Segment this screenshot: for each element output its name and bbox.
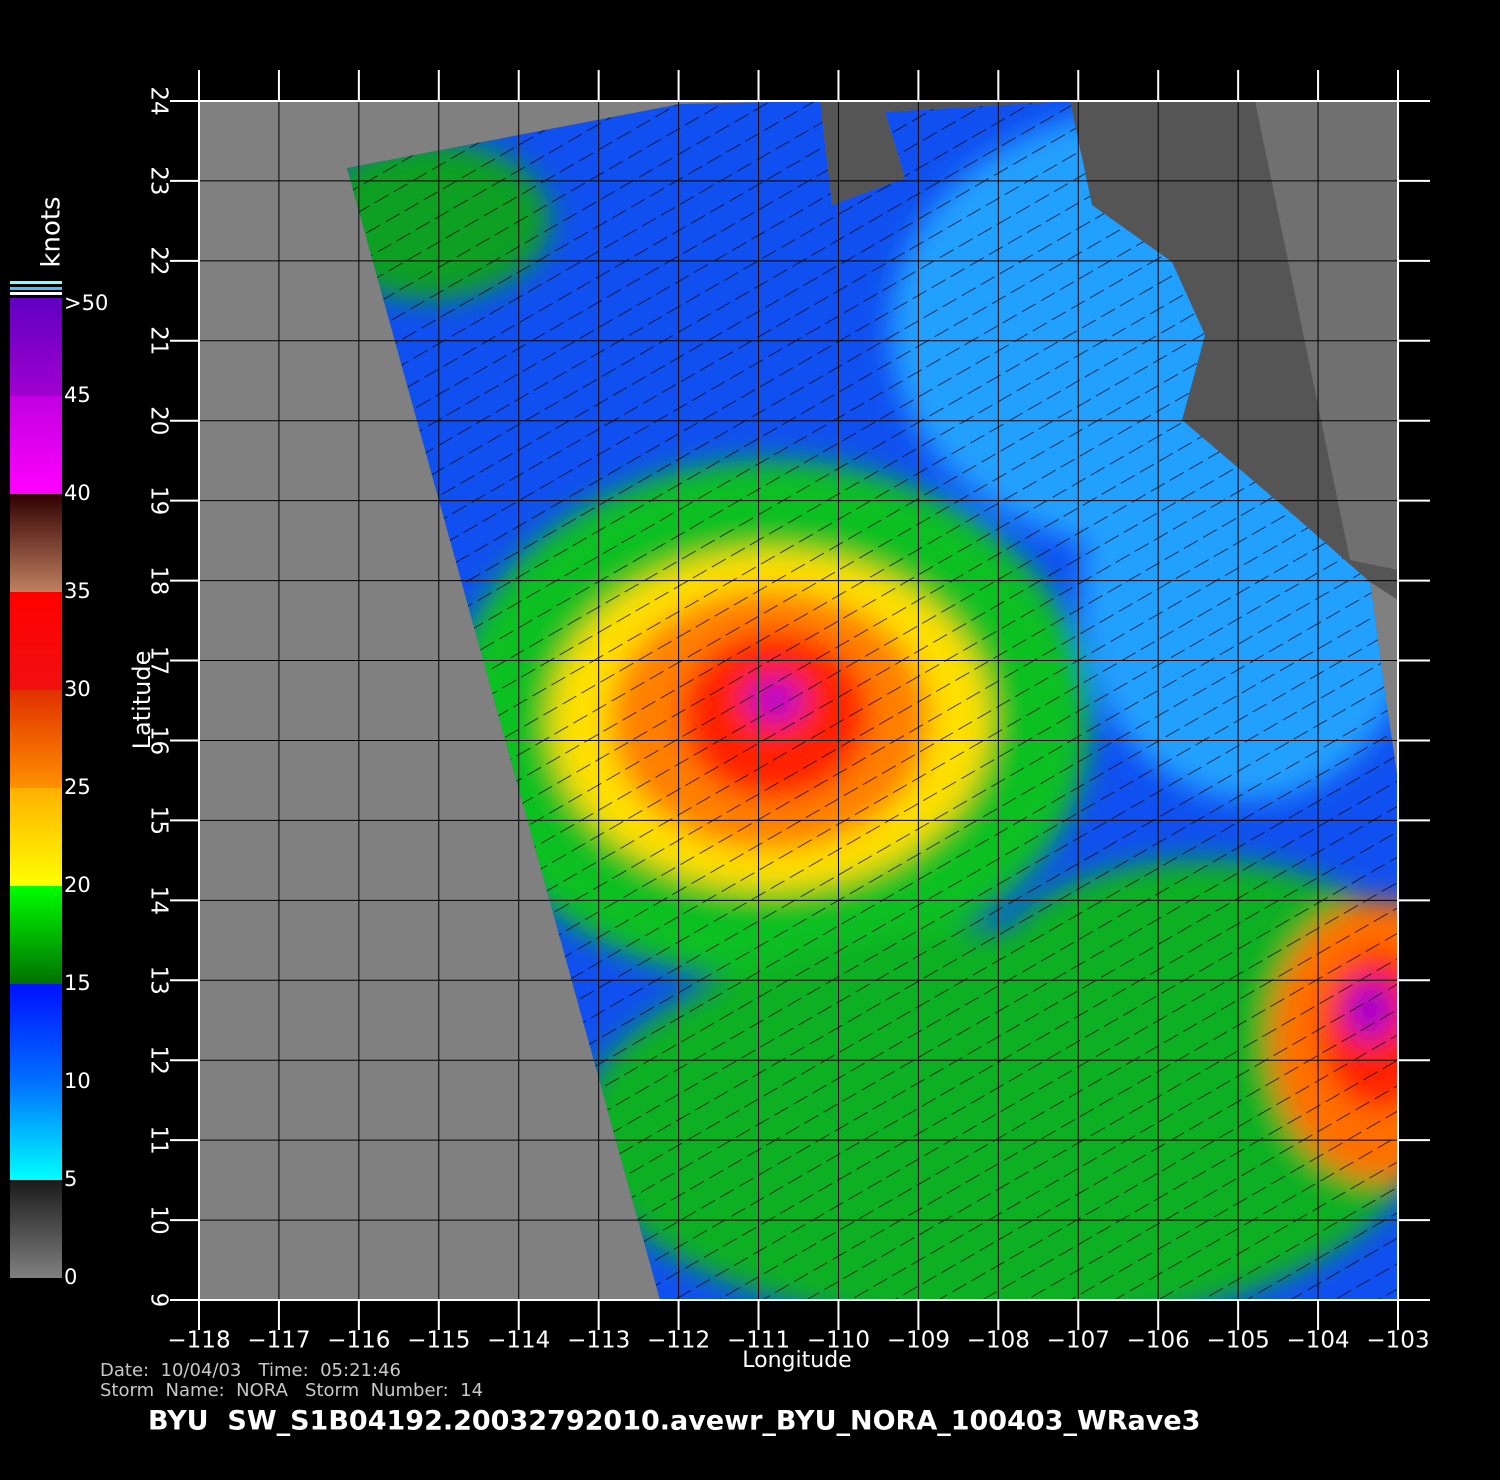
colorbar-segment [10,494,62,592]
colorbar-tick-label: 45 [64,383,91,407]
colorbar-tick-label: 0 [64,1265,77,1289]
colorbar-tick-label: 15 [64,971,91,995]
x-tick-label: −104 [1286,1328,1349,1354]
y-axis-label: Latitude [128,651,156,750]
y-tick-label: 13 [146,966,172,995]
note: Date: 10/04/03 Time: 05:21:46 [100,1360,401,1381]
y-tick-label: 10 [146,1205,172,1234]
y-tick-label: 23 [146,166,172,195]
land [820,101,1398,600]
x-tick-label: −110 [807,1328,870,1354]
colorbar-segment [10,984,62,1082]
colorbar-cap [10,281,62,284]
x-tick-label: −108 [967,1328,1030,1354]
land-edge [1255,101,1398,570]
x-tick-label: −107 [1047,1328,1110,1354]
title: BYU SW_S1B04192.20032792010.avewr_BYU_NO… [148,1406,1200,1437]
colorbar-cap [10,292,62,295]
colorbar-tick-label: >50 [64,291,108,315]
y-tick-label: 19 [146,486,172,515]
y-tick-label: 21 [146,326,172,355]
y-tick-label: 18 [146,566,172,595]
colorbar-segment [10,1180,62,1278]
x-tick-label: −118 [167,1328,230,1354]
x-tick-label: −106 [1127,1328,1190,1354]
colorbar-label: knots [37,196,67,267]
colorbar-tick-label: 35 [64,579,91,603]
x-tick-label: −116 [327,1328,390,1354]
x-tick-label: −103 [1366,1328,1429,1354]
plot-border [198,100,1399,1301]
x-tick-label: −113 [567,1328,630,1354]
y-tick-label: 9 [146,1293,172,1308]
colorbar-segment [10,788,62,886]
x-axis-label: Longitude [742,1348,851,1373]
axes: −118 −117 −116 −115 −114 −113 −112 −111 −110 −109… [10,70,1430,1354]
colorbar-segment [10,592,62,690]
colorbar-segment [10,1082,62,1180]
x-tick-label: −111 [727,1328,790,1354]
colorbar-segment [10,298,62,396]
colorbar-segment [10,886,62,984]
colorbar-segment [10,396,62,494]
x-tick-label: −114 [487,1328,550,1354]
x-tick-label: −109 [887,1328,950,1354]
y-tick-label: 24 [146,86,172,115]
colorbar-tick-label: 5 [64,1167,77,1191]
colorbar-tick-label: 40 [64,481,91,505]
colorbar-tick-label: 20 [64,873,91,897]
colorbar-cap [10,287,62,290]
y-tick-label: 16 [146,726,172,755]
x-tick-label: −115 [407,1328,470,1354]
y-tick-label: 22 [146,246,172,275]
x-tick-label: −112 [647,1328,710,1354]
note: Storm Name: NORA Storm Number: 14 [100,1380,483,1401]
colorbar-tick-label: 25 [64,775,91,799]
colorbar-tick-label: 30 [64,677,91,701]
y-tick-label: 12 [146,1046,172,1075]
x-tick-label: −105 [1207,1328,1270,1354]
y-tick-label: 11 [146,1125,172,1154]
y-tick-label: 17 [146,646,172,675]
x-tick-label: −117 [247,1328,310,1354]
colorbar-segment [10,690,62,788]
y-tick-label: 15 [146,806,172,835]
colorbar-tick-label: 10 [64,1069,91,1093]
y-tick-label: 20 [146,406,172,435]
y-tick-label: 14 [146,886,172,915]
